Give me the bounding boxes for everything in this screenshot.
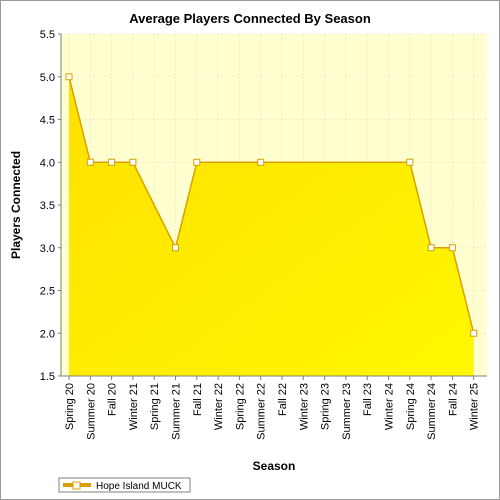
- x-tick-label: Summer 20: [85, 383, 97, 440]
- y-tick-label: 2.5: [40, 286, 55, 298]
- legend-label: Hope Island MUCK: [96, 481, 182, 492]
- legend-box: [58, 477, 191, 493]
- y-tick-label: 5.5: [40, 29, 55, 41]
- x-axis-label: Season: [253, 459, 296, 473]
- data-point-marker: [257, 158, 265, 166]
- chart-title: Average Players Connected By Season: [129, 11, 371, 26]
- y-tick-label: 3.0: [40, 243, 55, 255]
- x-tick-label: Fall 23: [362, 383, 374, 416]
- y-tick-label: 4.0: [40, 157, 55, 169]
- data-point-marker: [86, 158, 94, 166]
- x-tick-label: Summer 22: [256, 383, 268, 440]
- y-tick-label: 5.0: [40, 72, 55, 84]
- y-tick-label: 1.5: [40, 371, 55, 383]
- x-tick-label: Winter 22: [213, 383, 225, 430]
- x-tick-label: Spring 22: [234, 383, 246, 430]
- x-tick-label: Winter 25: [469, 383, 481, 430]
- y-tick-label: 2.0: [40, 328, 55, 340]
- y-tick-label: 3.5: [40, 200, 55, 212]
- data-point-marker: [406, 158, 414, 166]
- x-tick-label: Summer 24: [426, 383, 438, 440]
- y-axis-label: Players Connected: [9, 151, 23, 259]
- y-axis-ticks: 1.5 2.0 2.5 3.0 3.5 4.0 4.5 5.0 5.5: [40, 29, 61, 383]
- x-axis-ticks: Spring 20 Summer 20 Fall 20 Winter 21 Spring…: [64, 376, 481, 440]
- data-point-marker: [427, 244, 435, 252]
- x-tick-label: Summer 23: [341, 383, 353, 440]
- x-tick-label: Summer 21: [171, 383, 183, 440]
- y-tick-label: 4.5: [40, 115, 55, 127]
- legend: Hope Island MUCK: [58, 477, 191, 493]
- data-point-marker: [108, 158, 116, 166]
- legend-marker-swatch: [72, 481, 81, 490]
- x-tick-label: Fall 20: [107, 383, 119, 416]
- x-tick-label: Spring 23: [320, 383, 332, 430]
- x-tick-label: Fall 22: [277, 383, 289, 416]
- series-markers: [65, 73, 478, 337]
- data-point-marker: [172, 244, 179, 252]
- x-tick-label: Winter 23: [298, 383, 310, 430]
- x-tick-label: Spring 24: [405, 383, 417, 430]
- x-tick-label: Spring 21: [149, 383, 161, 430]
- x-tick-label: Winter 21: [128, 383, 140, 430]
- series-area-hope-island-muck: [69, 76, 474, 376]
- x-tick-label: Winter 24: [384, 383, 396, 430]
- data-point-marker: [448, 244, 456, 252]
- data-point-marker: [470, 329, 478, 337]
- data-point-marker: [193, 158, 201, 166]
- x-tick-label: Fall 21: [192, 383, 204, 416]
- x-tick-label: Spring 20: [64, 383, 76, 430]
- data-point-marker: [129, 158, 137, 166]
- data-point-marker: [65, 73, 73, 81]
- x-tick-label: Fall 24: [447, 383, 459, 416]
